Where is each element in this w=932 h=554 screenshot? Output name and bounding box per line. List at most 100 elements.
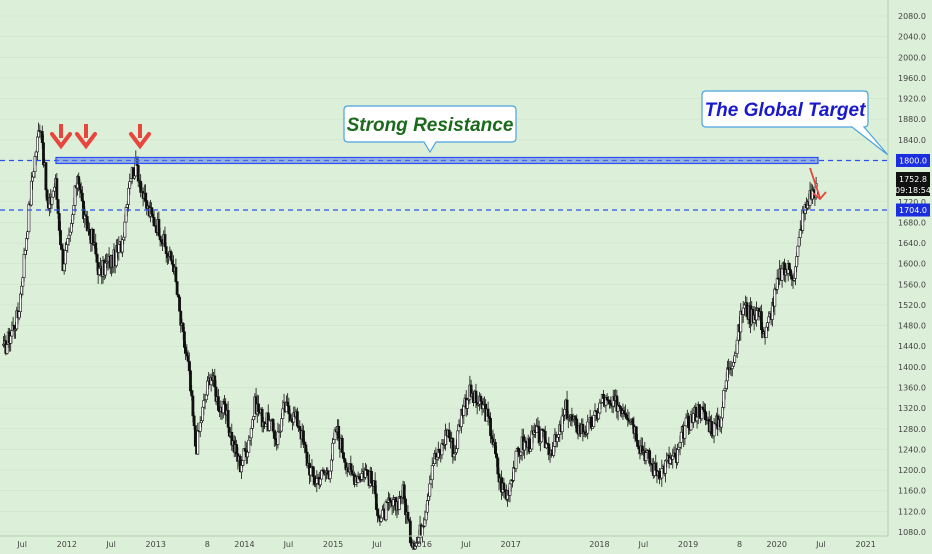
candle-body bbox=[271, 419, 275, 432]
candle-body bbox=[36, 136, 39, 153]
price-tick-label: 1960.0 bbox=[898, 74, 926, 83]
candle-body bbox=[428, 483, 432, 497]
candle-body bbox=[133, 175, 136, 179]
candle-body bbox=[625, 414, 628, 419]
price-tick-label: 1400.0 bbox=[898, 363, 926, 372]
candle-body bbox=[447, 429, 451, 439]
candle-body bbox=[217, 396, 220, 411]
candle-body bbox=[349, 463, 353, 471]
candle-body bbox=[376, 509, 379, 517]
candle-body bbox=[196, 430, 200, 455]
time-tick-label: Jul bbox=[460, 540, 471, 549]
price-tick-label: 1360.0 bbox=[898, 384, 926, 393]
time-tick-label: 8 bbox=[205, 540, 210, 549]
candle-body bbox=[326, 470, 330, 475]
candle-body bbox=[32, 171, 36, 178]
candle-body bbox=[251, 419, 254, 429]
candle-body bbox=[286, 401, 290, 407]
candle-body bbox=[70, 223, 73, 233]
candle-body bbox=[34, 151, 38, 157]
price-tick-label: 1640.0 bbox=[898, 239, 926, 248]
global-target-label: The Global Target bbox=[705, 100, 866, 121]
candle-body bbox=[374, 493, 378, 510]
time-tick-label: 2019 bbox=[678, 540, 698, 549]
candle-body bbox=[45, 189, 49, 201]
candle-body bbox=[9, 335, 13, 344]
candle-body bbox=[795, 256, 799, 268]
candle-body bbox=[150, 207, 154, 215]
candle-body bbox=[91, 228, 95, 245]
candle-body bbox=[421, 525, 424, 537]
candle-body bbox=[22, 253, 26, 278]
time-tick-label: Jul bbox=[638, 540, 649, 549]
candle-body bbox=[122, 236, 126, 241]
price-tick-label: 1600.0 bbox=[898, 260, 926, 269]
candle-body bbox=[332, 439, 336, 444]
candle-body bbox=[139, 180, 143, 193]
candle-body bbox=[745, 302, 749, 317]
candle-body bbox=[486, 408, 490, 417]
price-tick-label: 1320.0 bbox=[898, 404, 926, 413]
candle-body bbox=[184, 347, 188, 354]
price-tick-label: 1240.0 bbox=[898, 445, 926, 454]
candle-body bbox=[342, 452, 345, 459]
candle-body bbox=[712, 422, 716, 437]
candle-body bbox=[676, 449, 680, 463]
price-axis[interactable]: 2080.0 2040.0 2000.0 1960.0 1920.0 1880.0 1840… bbox=[898, 12, 926, 537]
candle-body bbox=[257, 403, 260, 413]
candle-body bbox=[430, 465, 434, 481]
candle-body bbox=[575, 418, 579, 433]
candle-body bbox=[104, 262, 107, 276]
candle-body bbox=[95, 253, 99, 263]
candle-body bbox=[479, 395, 483, 402]
candle-body bbox=[186, 355, 190, 362]
candle-body bbox=[44, 162, 48, 191]
price-tick-label: 1520.0 bbox=[898, 301, 926, 310]
candle-body bbox=[65, 244, 68, 251]
candle-body bbox=[683, 425, 687, 439]
candle-body bbox=[692, 413, 695, 423]
candle-body bbox=[243, 448, 247, 452]
candle-body bbox=[223, 401, 226, 405]
candle-body bbox=[248, 437, 252, 441]
candle-body bbox=[163, 234, 167, 247]
last-price-label: 1752.8 bbox=[899, 175, 927, 184]
price-tick-label: 1920.0 bbox=[898, 95, 926, 104]
time-axis[interactable]: Jul 2012 Jul 2013 8 2014 Jul 2015 Jul 2016 Jul 2017… bbox=[16, 540, 876, 549]
candle-body bbox=[402, 484, 406, 500]
candle-body bbox=[552, 446, 556, 456]
projection-arrow-icon bbox=[809, 167, 827, 201]
price-tick-label: 1440.0 bbox=[898, 342, 926, 351]
candle-body bbox=[592, 415, 596, 427]
candle-body bbox=[73, 185, 77, 206]
strong-resistance-callout[interactable]: Strong Resistance bbox=[343, 105, 517, 154]
price-tick-label: 1880.0 bbox=[898, 115, 926, 124]
candle-body bbox=[42, 142, 45, 166]
candle-body bbox=[741, 307, 745, 315]
candle-body bbox=[514, 450, 518, 470]
candle-body bbox=[53, 186, 56, 192]
candle-body bbox=[730, 365, 734, 369]
candle-body bbox=[384, 501, 388, 521]
resistance-zone[interactable] bbox=[55, 156, 819, 165]
candle-body bbox=[373, 480, 377, 495]
candle-body bbox=[775, 277, 779, 290]
candle-body bbox=[80, 192, 84, 202]
candle-body bbox=[295, 411, 299, 427]
candle-body bbox=[540, 429, 543, 443]
candle-body bbox=[315, 478, 319, 484]
candle-body bbox=[773, 288, 777, 307]
candle-body bbox=[191, 395, 195, 417]
candle-body bbox=[201, 406, 205, 422]
candle-body bbox=[183, 331, 186, 348]
candle-body bbox=[193, 425, 197, 447]
candle-body bbox=[557, 434, 560, 438]
candle-body bbox=[169, 251, 173, 261]
candle-body bbox=[462, 406, 466, 416]
candle-body bbox=[51, 190, 55, 198]
time-tick-label: 2016 bbox=[412, 540, 432, 549]
candle-body bbox=[55, 178, 59, 200]
candle-body bbox=[722, 390, 726, 408]
candle-body bbox=[466, 399, 469, 409]
